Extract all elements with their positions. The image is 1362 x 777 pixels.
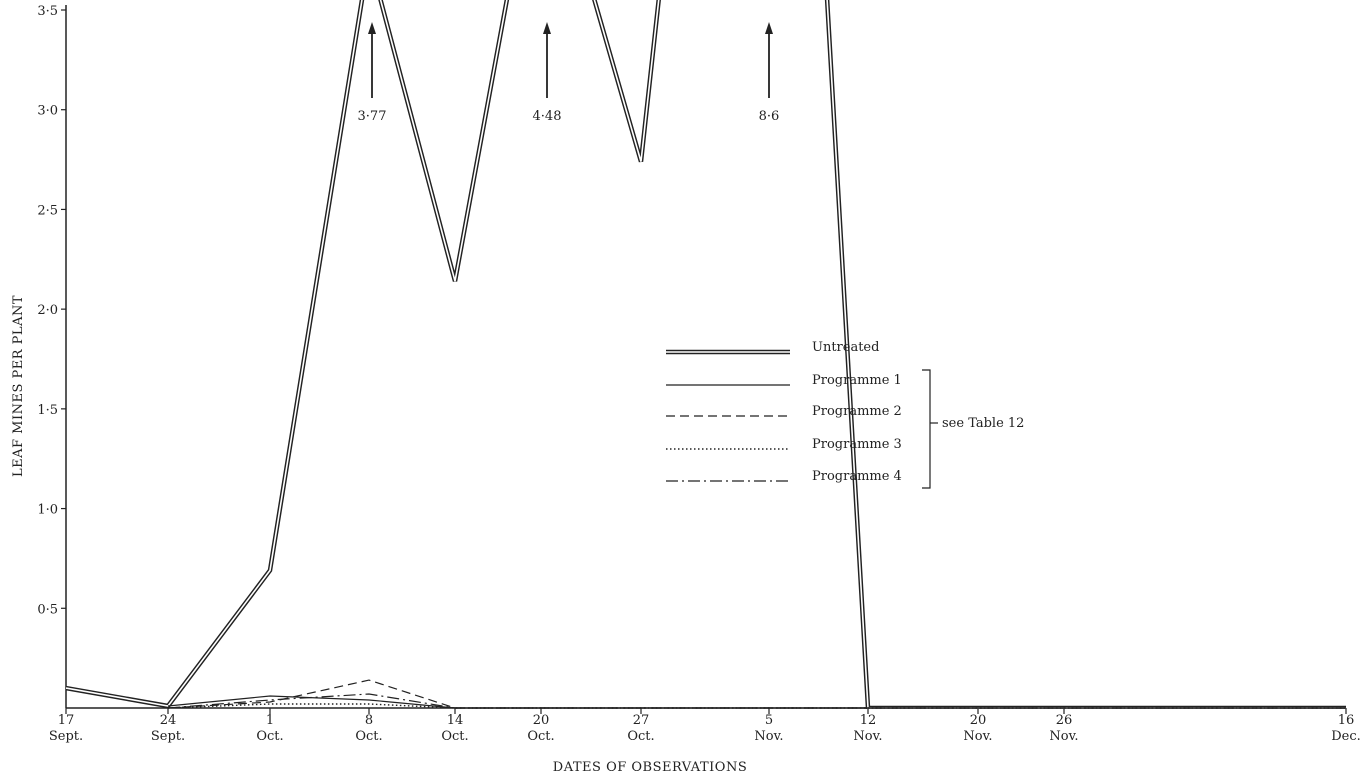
x-tick-label-month: Oct. bbox=[441, 729, 468, 744]
y-axis-title: LEAF MINES PER PLANT bbox=[11, 295, 26, 477]
x-tick-label-month: Nov. bbox=[1049, 729, 1078, 744]
off-scale-value-label: 3·77 bbox=[358, 109, 387, 124]
off-scale-annotations: 3·77 4·48 8·6 bbox=[358, 22, 780, 124]
x-tick-label-day: 8 bbox=[365, 713, 373, 728]
y-tick-label: 0·5 bbox=[37, 602, 58, 617]
x-tick-label-day: 24 bbox=[160, 713, 177, 728]
legend-label: Programme 4 bbox=[812, 469, 902, 484]
arrow-head bbox=[543, 22, 551, 34]
x-tick-label-month: Oct. bbox=[355, 729, 382, 744]
legend-item-programme-4: Programme 4 bbox=[666, 469, 902, 484]
series-programme-4 bbox=[167, 693, 1346, 709]
off-scale-value-label: 4·48 bbox=[533, 109, 562, 124]
x-tick-label-month: Nov. bbox=[963, 729, 992, 744]
x-tick-label-month: Sept. bbox=[49, 729, 83, 744]
x-tick-label-month: Sept. bbox=[151, 729, 185, 744]
legend-bracket bbox=[922, 369, 931, 489]
arrow-head bbox=[368, 22, 376, 34]
x-tick-label-month: Dec. bbox=[1331, 729, 1361, 744]
x-tick-label-day: 27 bbox=[633, 713, 650, 728]
legend-label: Untreated bbox=[812, 340, 879, 355]
y-tick-label: 1·0 bbox=[37, 503, 58, 518]
axes: 3·53·02·52·01·51·00·517Sept.24Sept.1Oct.… bbox=[37, 4, 1360, 744]
x-tick-label-day: 1 bbox=[266, 713, 274, 728]
x-tick-label-day: 17 bbox=[58, 713, 75, 728]
x-tick-label-day: 20 bbox=[533, 713, 550, 728]
legend-label: Programme 3 bbox=[812, 437, 902, 452]
legend-item-untreated: Untreated bbox=[666, 340, 879, 355]
x-tick-label-day: 14 bbox=[447, 713, 464, 728]
x-axis-title: DATES OF OBSERVATIONS bbox=[553, 760, 747, 775]
y-tick-label: 2·5 bbox=[37, 203, 58, 218]
legend-item-programme-1: Programme 1 bbox=[666, 373, 902, 388]
x-tick-label-day: 20 bbox=[970, 713, 987, 728]
x-tick-label-month: Oct. bbox=[527, 729, 554, 744]
x-tick-label-month: Oct. bbox=[627, 729, 654, 744]
off-scale-arrow: 3·77 bbox=[358, 22, 387, 124]
y-tick-label: 3·5 bbox=[37, 4, 58, 19]
legend: Untreated Programme 1 Programme 2 Programme… bbox=[666, 340, 1024, 489]
arrow-head bbox=[765, 22, 773, 34]
y-tick-label: 2·0 bbox=[37, 303, 58, 318]
off-scale-arrow: 8·6 bbox=[759, 22, 780, 124]
series-line-programme-3 bbox=[167, 703, 1346, 709]
x-tick-label-day: 26 bbox=[1056, 713, 1073, 728]
x-tick-label-day: 16 bbox=[1338, 713, 1355, 728]
x-tick-label-month: Nov. bbox=[754, 729, 783, 744]
y-tick-label: 3·0 bbox=[37, 104, 58, 119]
legend-note: see Table 12 bbox=[942, 416, 1024, 431]
off-scale-arrow: 4·48 bbox=[533, 22, 562, 124]
y-tick-label: 1·5 bbox=[37, 403, 58, 418]
legend-item-programme-3: Programme 3 bbox=[666, 437, 902, 452]
x-tick-label-day: 5 bbox=[765, 713, 773, 728]
legend-label: Programme 1 bbox=[812, 373, 902, 388]
series-line-programme-4 bbox=[167, 693, 1346, 709]
off-scale-value-label: 8·6 bbox=[759, 109, 780, 124]
x-tick-label-day: 12 bbox=[860, 713, 877, 728]
x-tick-label-month: Nov. bbox=[853, 729, 882, 744]
series-layer bbox=[66, 0, 1346, 709]
series-programme-3 bbox=[167, 703, 1346, 709]
legend-label: Programme 2 bbox=[812, 404, 902, 419]
x-tick-label-month: Oct. bbox=[256, 729, 283, 744]
legend-item-programme-2: Programme 2 bbox=[666, 404, 902, 419]
